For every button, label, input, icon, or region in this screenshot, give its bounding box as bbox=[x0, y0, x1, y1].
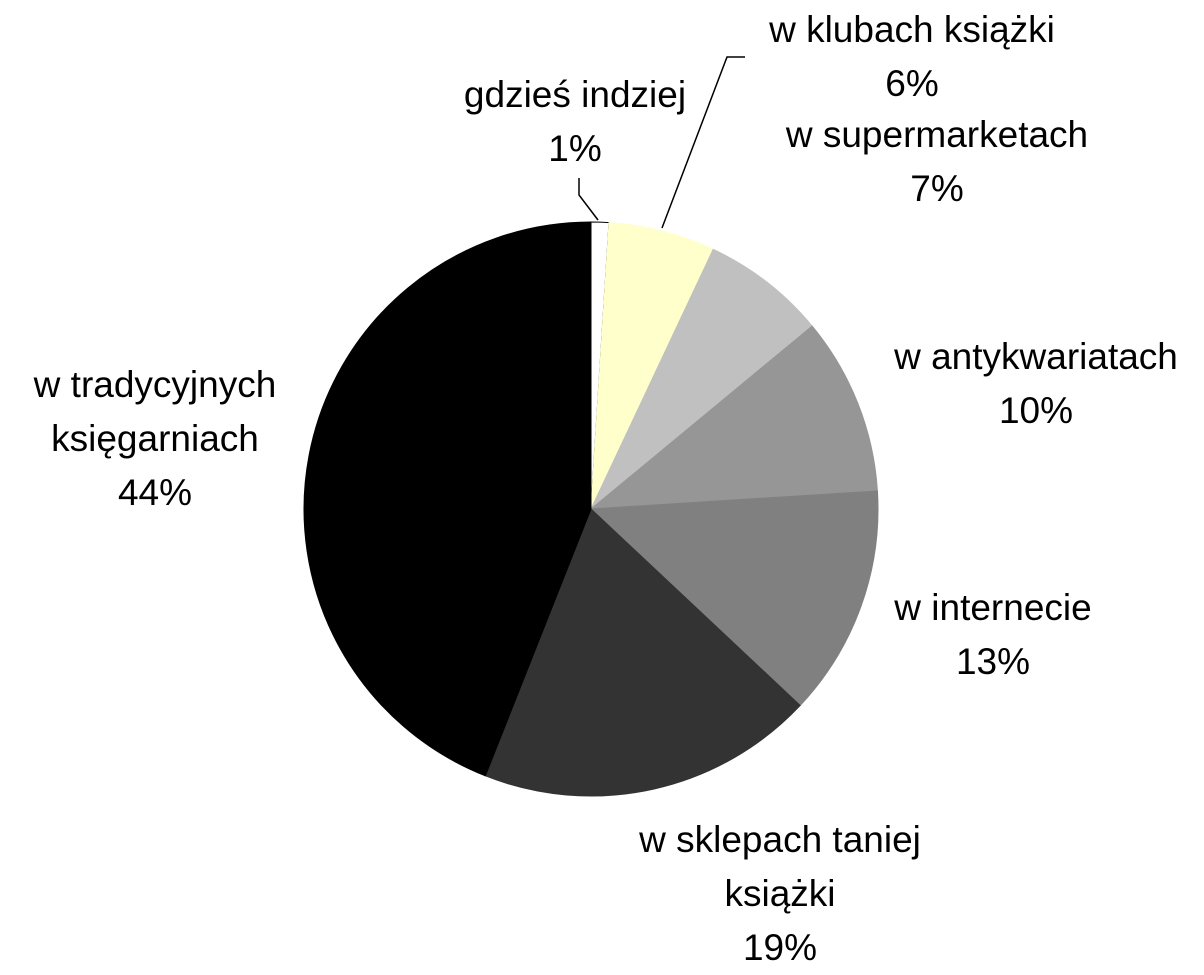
leader-line bbox=[578, 178, 599, 221]
category-label: w klubach książki bbox=[769, 9, 1055, 50]
category-label: w internecie bbox=[894, 587, 1092, 628]
slice-label: w antykwariatach 10% bbox=[871, 330, 1201, 438]
slice-label: w internecie 13% bbox=[843, 581, 1143, 689]
leader-line bbox=[661, 56, 745, 229]
category-label: w antykwariatach bbox=[894, 336, 1178, 377]
value-label: 6% bbox=[885, 63, 939, 104]
value-label: 13% bbox=[955, 641, 1031, 682]
value-label: 7% bbox=[910, 168, 964, 209]
slice-label: w supermarketach 7% bbox=[767, 108, 1107, 216]
category-label: w sklepach taniej książki bbox=[639, 819, 921, 914]
value-label: 44% bbox=[117, 472, 193, 513]
slice-label: w tradycyjnych księgarniach 44% bbox=[10, 358, 300, 520]
pie bbox=[303, 221, 879, 797]
category-label: w tradycyjnych księgarniach bbox=[33, 364, 277, 459]
value-label: 19% bbox=[742, 927, 818, 968]
value-label: 10% bbox=[998, 390, 1074, 431]
slice-label: gdzieś indziej 1% bbox=[425, 68, 725, 176]
slice-label: w sklepach taniej książki 19% bbox=[605, 813, 955, 975]
pie-slice bbox=[589, 490, 879, 707]
pie-slice bbox=[484, 508, 801, 797]
value-label: 1% bbox=[548, 128, 602, 169]
pie-slice bbox=[589, 325, 878, 510]
pie-slice bbox=[303, 221, 592, 777]
pie-slice bbox=[590, 248, 813, 510]
category-label: gdzieś indziej bbox=[463, 74, 687, 115]
category-label: w supermarketach bbox=[785, 114, 1089, 155]
slice-label: w klubach książki 6% bbox=[722, 3, 1102, 111]
